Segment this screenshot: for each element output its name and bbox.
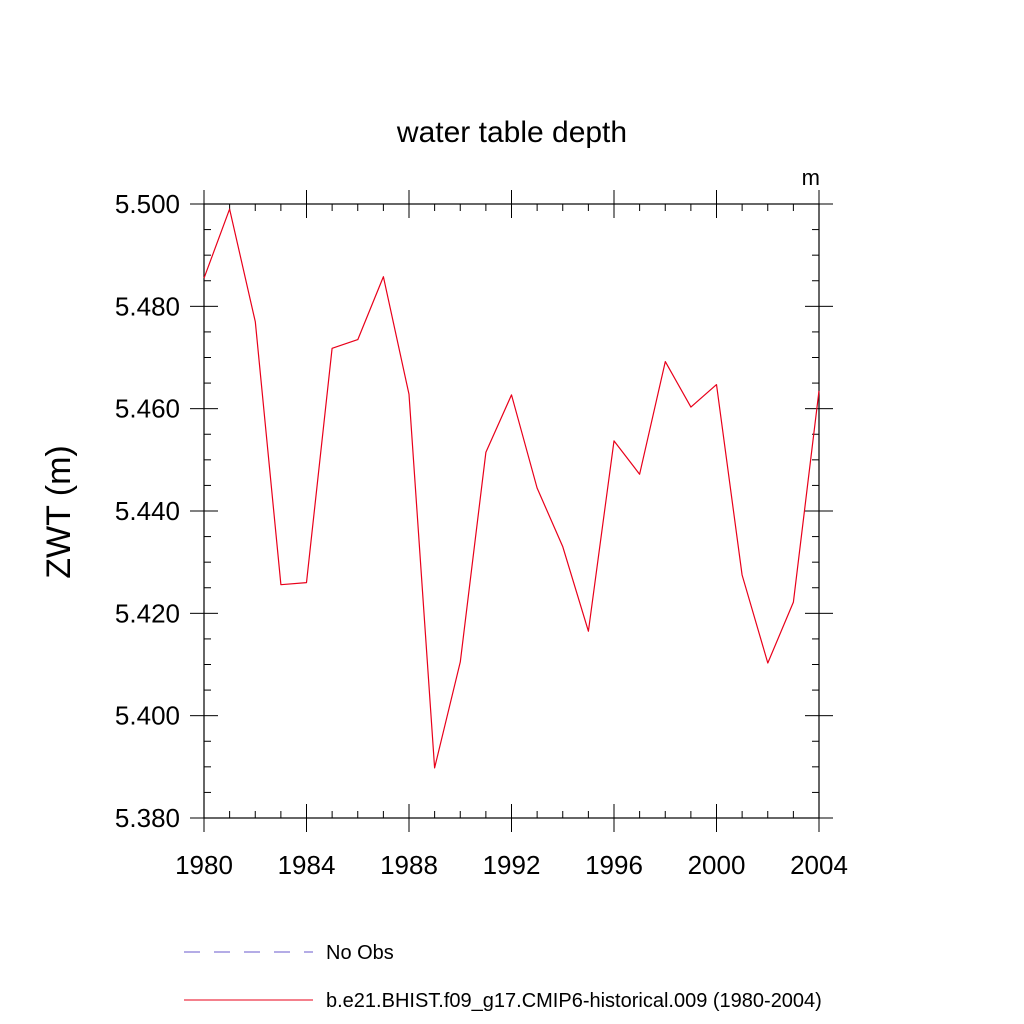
chart-title: water table depth [396, 116, 627, 149]
y-tick-label: 5.500 [115, 189, 180, 219]
x-tick-label: 1980 [175, 850, 233, 880]
x-tick-label: 1984 [278, 850, 336, 880]
y-tick-label: 5.460 [115, 394, 180, 424]
x-tick-label: 1996 [585, 850, 643, 880]
x-tick-label: 1988 [380, 850, 438, 880]
y-tick-label: 5.480 [115, 291, 180, 321]
y-axis-label: ZWT (m) [40, 445, 78, 578]
legend-label-2: b.e21.BHIST.f09_g17.CMIP6-historical.009… [326, 990, 822, 1012]
legend-label-1: No Obs [326, 942, 394, 964]
units-label: m [802, 165, 820, 190]
plot-frame [203, 203, 820, 819]
y-tick-label: 5.440 [115, 496, 180, 526]
axis-ticks [190, 190, 833, 832]
axis-tick-labels: 1980 1984 1988 1992 1996 2000 2004 5.380 5.400 5.… [115, 189, 848, 880]
x-tick-label: 2004 [790, 850, 848, 880]
series-line [203, 208, 820, 769]
y-tick-label: 5.380 [115, 803, 180, 833]
x-tick-label: 1992 [483, 850, 541, 880]
x-tick-label: 2000 [688, 850, 746, 880]
y-tick-label: 5.420 [115, 598, 180, 628]
legend: No Obs b.e21.BHIST.f09_g17.CMIP6-historic… [184, 942, 822, 1012]
series-layer [203, 208, 820, 769]
y-tick-label: 5.400 [115, 701, 180, 731]
